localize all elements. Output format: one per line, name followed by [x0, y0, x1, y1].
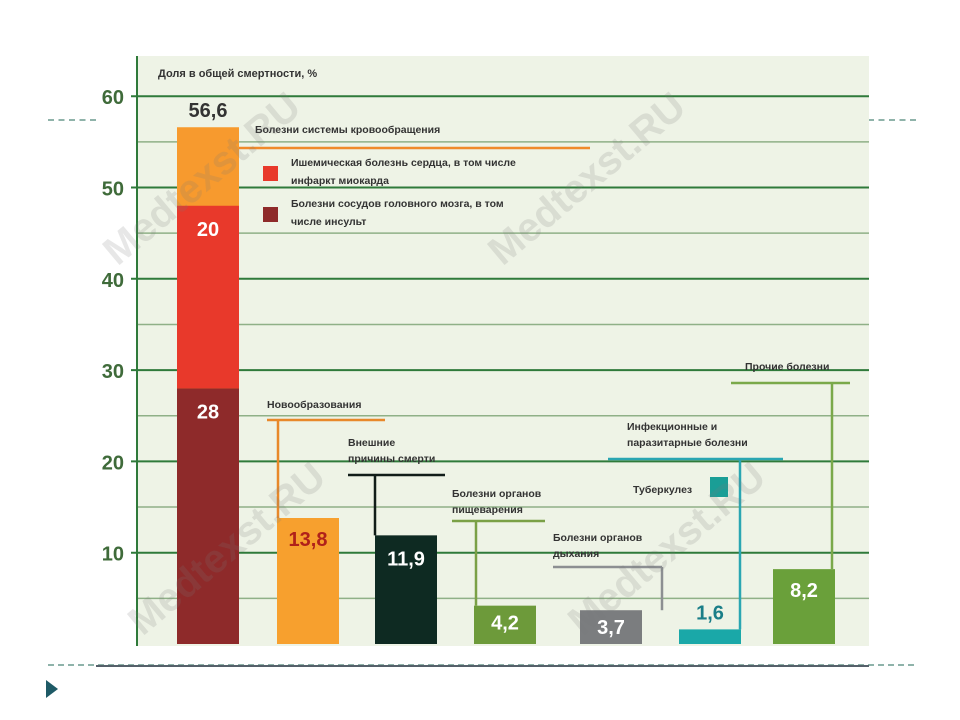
value-label-other: 8,2 [790, 580, 818, 602]
y-tick-label: 60 [102, 87, 124, 109]
legend-label-1: числе инсульт [291, 216, 366, 228]
segment-label-ihd: 20 [197, 219, 219, 241]
sub-label-infectious: Туберкулез [633, 484, 692, 496]
legend-swatch-0 [263, 166, 278, 181]
category-label-digestive: пищеварения [452, 504, 523, 516]
value-label-respiratory: 3,7 [597, 617, 625, 639]
next-slide-arrow-icon[interactable] [46, 680, 58, 698]
segment-label-stroke: 28 [197, 401, 219, 423]
legend-swatch-1 [263, 207, 278, 222]
dashed-rule-top-right [868, 119, 916, 121]
category-label-neoplasms: Новообразования [267, 399, 361, 411]
value-label-neoplasms: 13,8 [289, 529, 328, 551]
category-label-digestive: Болезни органов [452, 488, 542, 500]
bar-infectious [679, 629, 741, 644]
bar-respiratory [580, 610, 642, 644]
category-label-infectious: паразитарные болезни [627, 437, 748, 449]
legend-label-0: Ишемическая болезнь сердца, в том числе [291, 157, 516, 169]
category-label-circulatory: Болезни системы кровообращения [255, 124, 440, 136]
bar-segment-ihd [177, 205, 239, 389]
y-tick-label: 30 [102, 361, 124, 383]
chart-title: Доля в общей смертности, % [158, 68, 317, 80]
plot-background [137, 56, 869, 646]
dashed-rule-top-left [48, 119, 96, 121]
legend-label-1: Болезни сосудов головного мозга, в том [291, 198, 504, 210]
sub-swatch-infectious [710, 477, 728, 497]
bar-segment-stroke [177, 388, 239, 644]
y-tick-label: 10 [102, 544, 124, 566]
value-label-infectious: 1,6 [696, 602, 724, 624]
value-label-circulatory: 56,6 [189, 100, 228, 122]
value-label-external: 11,9 [387, 548, 425, 570]
y-tick-label: 20 [102, 452, 124, 474]
value-label-digestive: 4,2 [491, 613, 519, 635]
category-label-respiratory: дыхания [553, 548, 599, 560]
y-tick-label: 50 [102, 179, 124, 201]
y-tick-label: 40 [102, 270, 124, 292]
category-label-respiratory: Болезни органов [553, 532, 643, 544]
bar-other [773, 569, 835, 644]
legend-label-0: инфаркт миокарда [291, 175, 389, 187]
category-label-infectious: Инфекционные и [627, 421, 717, 433]
bar-neoplasms [277, 518, 339, 644]
bar-digestive [474, 605, 536, 644]
bar-external [375, 535, 437, 644]
solid-rule-bottom [96, 665, 869, 667]
category-label-external: причины смерти [348, 453, 435, 465]
category-label-other: Прочие болезни [745, 361, 829, 373]
category-label-external: Внешние [348, 437, 395, 449]
